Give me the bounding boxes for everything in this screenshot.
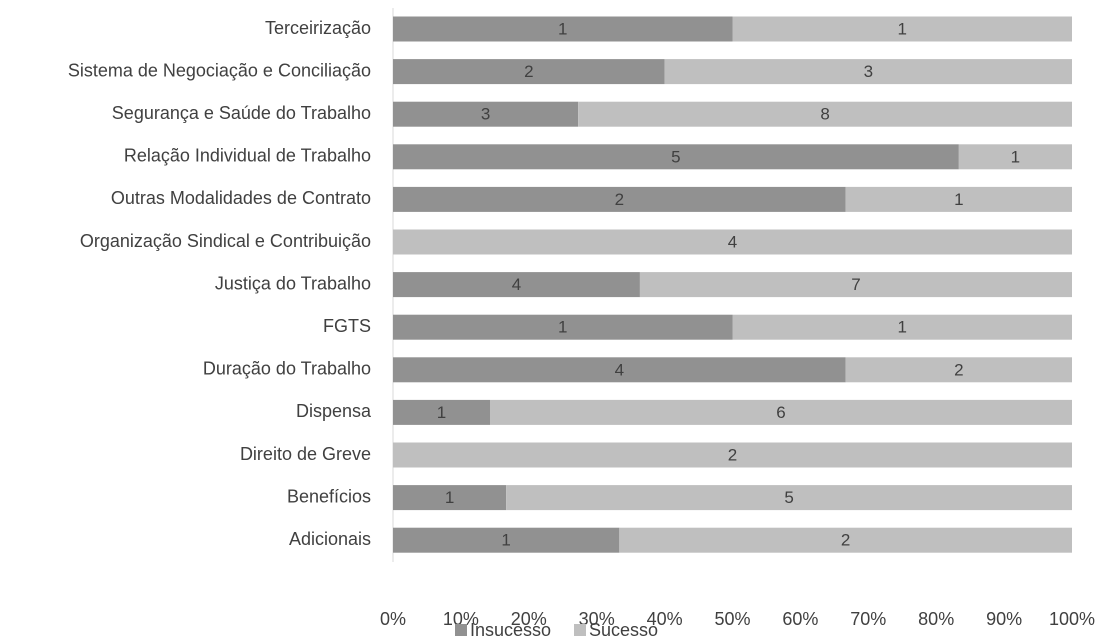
data-label: 1: [1011, 147, 1020, 166]
y-tick-label: Relação Individual de Trabalho: [124, 146, 371, 166]
data-label: 2: [615, 190, 624, 209]
y-tick-label: Dispensa: [296, 401, 372, 421]
data-label: 1: [437, 403, 446, 422]
bar-segment: [732, 314, 1072, 340]
data-label: 2: [524, 62, 533, 81]
x-tick-label: 90%: [986, 609, 1022, 629]
x-tick-label: 80%: [918, 609, 954, 629]
bar-segment: [393, 442, 1072, 468]
legend-label: Insucesso: [470, 620, 551, 639]
bar-segment: [393, 101, 579, 127]
x-tick-label: 60%: [782, 609, 818, 629]
data-label: 3: [481, 105, 490, 124]
bar-segment: [393, 399, 490, 425]
bar-segment: [506, 485, 1073, 511]
data-label: 2: [728, 445, 737, 464]
bar-segment: [732, 16, 1072, 42]
data-label: 1: [501, 531, 510, 550]
bar-segment: [578, 101, 1072, 127]
legend-swatch: [574, 624, 586, 636]
data-label: 7: [851, 275, 860, 294]
y-tick-label: Duração do Trabalho: [203, 359, 371, 379]
data-label: 1: [558, 318, 567, 337]
data-label: 5: [784, 488, 793, 507]
bar-segment: [393, 59, 665, 85]
x-tick-label: 10%: [443, 609, 479, 629]
y-tick-label: Adicionais: [289, 529, 371, 549]
data-label: 1: [898, 19, 907, 38]
y-tick-label: FGTS: [323, 316, 371, 336]
bar-segment: [393, 485, 507, 511]
bar-segment: [958, 144, 1072, 170]
bar-segment: [664, 59, 1072, 85]
y-tick-label: Benefícios: [287, 486, 371, 506]
bar-segment: [393, 144, 959, 170]
bar-segment: [845, 186, 1072, 212]
legend-label: Sucesso: [589, 620, 658, 639]
data-label: 5: [671, 147, 680, 166]
y-tick-label: Organização Sindical e Contribuição: [80, 231, 371, 251]
data-label: 8: [820, 105, 829, 124]
y-tick-label: Justiça do Trabalho: [215, 273, 371, 293]
y-tick-label: Outras Modalidades de Contrato: [111, 188, 371, 208]
x-tick-label: 0%: [380, 609, 406, 629]
data-label: 1: [954, 190, 963, 209]
data-label: 1: [558, 19, 567, 38]
x-tick-label: 20%: [511, 609, 547, 629]
bar-segment: [639, 272, 1072, 298]
bar-segment: [393, 314, 733, 340]
data-label: 1: [898, 318, 907, 337]
legend-swatch: [455, 624, 467, 636]
bar-segment: [490, 399, 1072, 425]
y-tick-label: Direito de Greve: [240, 444, 371, 464]
x-tick-label: 70%: [850, 609, 886, 629]
data-label: 4: [728, 232, 737, 251]
data-label: 2: [954, 360, 963, 379]
bar-segment: [393, 16, 733, 42]
bar-segment: [393, 357, 846, 383]
x-tick-label: 50%: [714, 609, 750, 629]
x-tick-label: 40%: [647, 609, 683, 629]
data-label: 4: [615, 360, 624, 379]
y-tick-label: Terceirização: [265, 18, 371, 38]
bar-segment: [393, 527, 620, 553]
bar-segment: [619, 527, 1072, 553]
x-tick-label: 30%: [579, 609, 615, 629]
bar-segment: [393, 186, 846, 212]
y-tick-label: Sistema de Negociação e Conciliação: [68, 60, 371, 80]
data-label: 3: [864, 62, 873, 81]
y-tick-label: Segurança e Saúde do Trabalho: [112, 103, 371, 123]
data-label: 2: [841, 531, 850, 550]
bar-segment: [393, 229, 1072, 255]
bar-segment: [845, 357, 1072, 383]
data-label: 4: [512, 275, 521, 294]
x-tick-label: 100%: [1049, 609, 1095, 629]
data-label: 1: [445, 488, 454, 507]
data-label: 6: [776, 403, 785, 422]
bar-segment: [393, 272, 640, 298]
